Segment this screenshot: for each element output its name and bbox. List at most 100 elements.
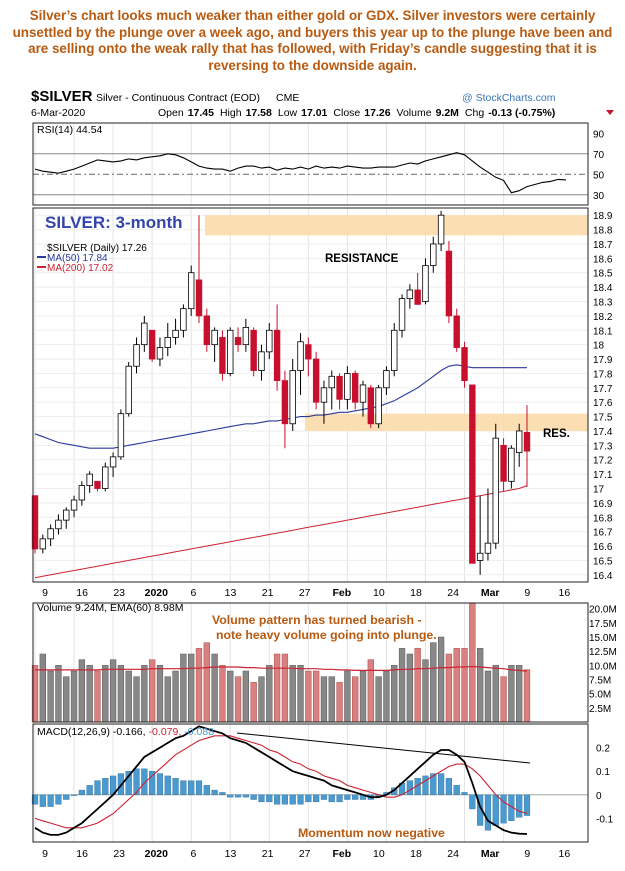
candle-body [508, 447, 515, 482]
macd-histogram-bar [133, 768, 140, 796]
high-label: High [220, 107, 242, 119]
candle-body [203, 315, 211, 346]
price-tick-label: 17.4 [593, 427, 613, 438]
commentary-text: Silver’s chart looks much weaker than ei… [12, 8, 613, 73]
volume-bar [195, 648, 203, 723]
price-tick-label: 18.8 [593, 226, 613, 237]
macd-signal-line [34, 735, 528, 829]
x-tick-label: 24 [447, 587, 459, 599]
macd-histogram-bar [31, 794, 39, 805]
volume-bar [492, 665, 499, 723]
volume-bar [188, 653, 195, 723]
macd-histogram-bar [211, 789, 218, 796]
res-label: RES. [543, 428, 570, 440]
x-tick-label: 10 [373, 587, 385, 599]
candle-body [336, 375, 343, 400]
price-tick-label: 18.2 [593, 312, 613, 323]
price-tick-label: 18.9 [593, 211, 613, 222]
volume-bar [383, 670, 390, 723]
volume-bar [359, 670, 367, 723]
x-tick-label-bottom: 9 [42, 848, 48, 860]
volume-value: 9.2M [436, 107, 460, 119]
candle-body [437, 214, 445, 245]
price-tick-label: 18.4 [593, 283, 613, 294]
rsi-tick-label: 50 [593, 170, 605, 181]
price-tick-label: 18 [593, 341, 605, 352]
candle-body [391, 329, 398, 371]
macd-histogram-bar [55, 794, 62, 805]
volume-bar [180, 653, 187, 723]
rsi-line [34, 152, 567, 194]
volume-bar [328, 676, 335, 723]
x-tick-label-bottom: 13 [225, 848, 237, 860]
volume-bar [273, 653, 281, 723]
x-tick-label-bottom: 9 [524, 848, 530, 860]
volume-tick-label: 5.0M [589, 690, 611, 701]
price-panel: 18.9 18.8 18.7 18.6 18.5 18.4 18.3 18.2 18.1 18 17… [31, 207, 613, 599]
macd-histogram-bar [297, 794, 304, 805]
volume-annotation: Volume pattern has turned bearish -note … [212, 613, 437, 642]
candle-body [359, 384, 367, 403]
volume-bar [445, 653, 453, 723]
price-tick-label: 16.5 [593, 556, 613, 567]
macd-histogram-bar [195, 780, 203, 796]
volume-bar [266, 665, 273, 723]
candle-body [375, 387, 382, 425]
volume-bar [476, 648, 484, 723]
x-tick-label-bottom: 21 [262, 848, 274, 860]
candle-body [55, 519, 62, 530]
candle-body [344, 373, 351, 400]
price-tick-label: 16.7 [593, 528, 613, 539]
chg-value: -0.13 (-0.75%) [488, 107, 555, 119]
chart-date: 6-Mar-2020 [31, 107, 85, 119]
candle-body [195, 279, 203, 317]
macd-histogram-bar [141, 768, 148, 796]
volume-bar [336, 682, 343, 723]
volume-bar [70, 670, 78, 723]
volume-tick-label: 2.5M [589, 704, 611, 715]
price-tick-label: 17.6 [593, 398, 613, 409]
x-tick-label-bottom: Feb [332, 848, 351, 860]
price-tick-label: 18.6 [593, 254, 613, 265]
macd-annotation: Momentum now negative [298, 826, 445, 840]
x-tick-label: 27 [299, 587, 311, 599]
x-tick-label-bottom: 24 [447, 848, 459, 860]
macd-histogram-bar [180, 780, 187, 796]
macd-histogram-bar [437, 773, 445, 795]
price-frame [32, 207, 589, 583]
x-tick-label-bottom: 10 [373, 848, 385, 860]
volume-bar [523, 669, 531, 723]
candle-body [63, 509, 70, 521]
macd-histogram-bar [63, 794, 70, 800]
candle-body [172, 329, 179, 338]
candle-body [453, 315, 460, 348]
macd-trendline [236, 732, 531, 764]
macd-histogram-bar [156, 773, 164, 795]
volume-bar [508, 665, 515, 723]
volume-bar [391, 665, 398, 723]
volume-bar [102, 665, 109, 723]
price-tick-label: 16.9 [593, 499, 613, 510]
volume-bar [94, 670, 101, 723]
price-tick-label: 18.3 [593, 298, 613, 309]
candle-body [211, 329, 218, 346]
x-tick-label-bottom: 16 [559, 848, 571, 860]
volume-tick-label: 10.0M [589, 661, 617, 672]
macd-histogram-bar [94, 780, 101, 796]
macd-histogram-bar [258, 794, 265, 803]
macd-histogram-bar [320, 794, 328, 800]
candle-body [258, 351, 265, 371]
macd-histogram-bar [172, 778, 179, 796]
candle-body [109, 456, 117, 468]
macd-panel: 0.2 0.1 0 -0.1 MACD(12,26,9) -0.166, -0.079, -… [31, 723, 614, 860]
macd-histogram-bar [313, 794, 320, 803]
volume-bar [516, 665, 523, 723]
rsi-tick-label: 30 [593, 191, 605, 202]
volume-bar [453, 648, 460, 723]
price-tick-label: 17.3 [593, 441, 613, 452]
high-value: 17.58 [246, 107, 272, 119]
candle-body [328, 375, 335, 389]
volume-bar [312, 670, 320, 723]
x-tick-label-bottom: 16 [76, 848, 88, 860]
volume-bar [352, 676, 359, 723]
